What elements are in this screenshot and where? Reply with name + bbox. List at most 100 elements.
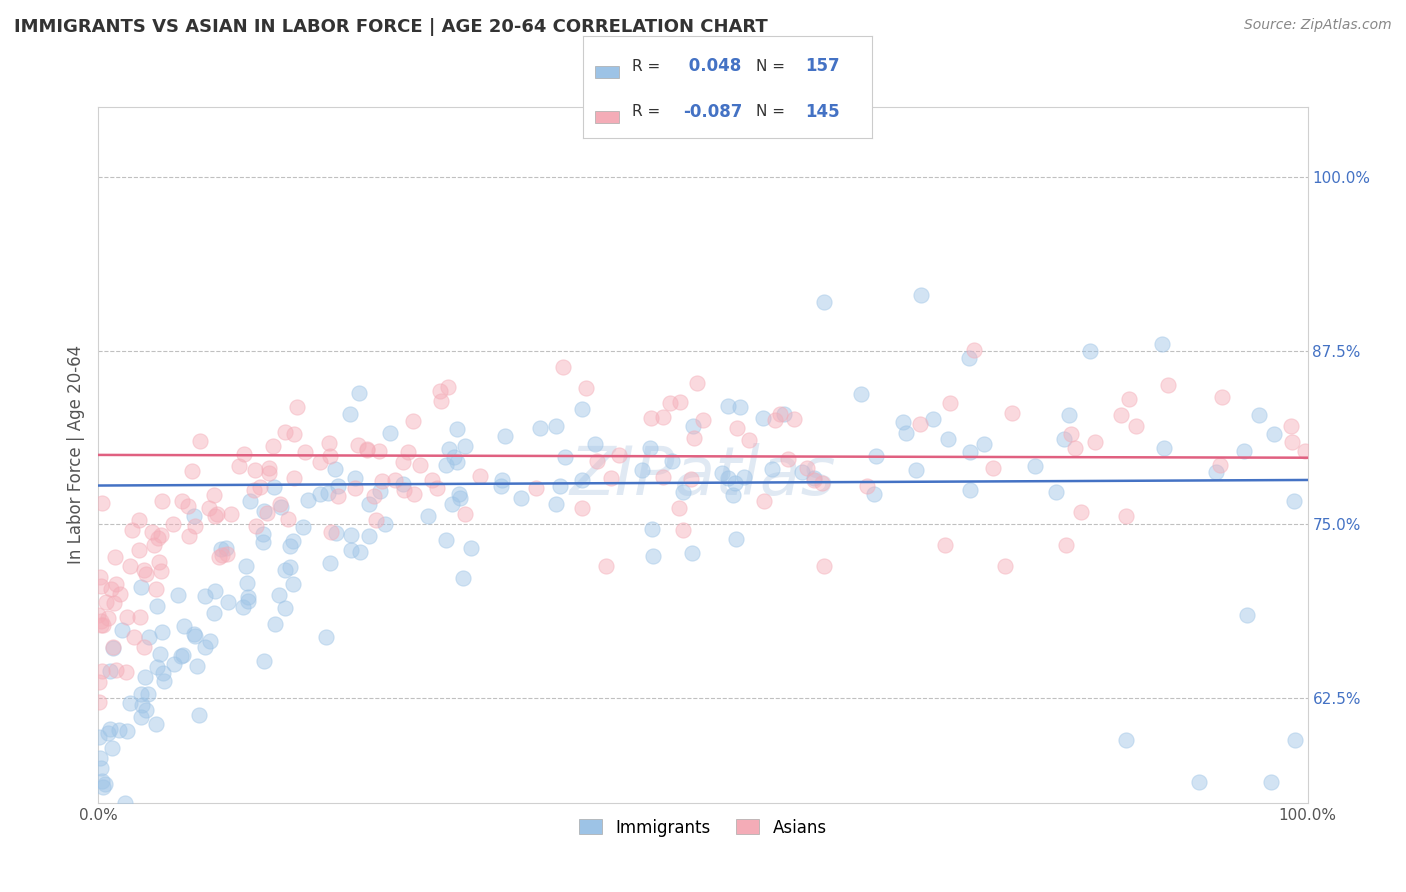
- Asians: [981, 461, 1004, 475]
- Immigrants: [368, 483, 391, 498]
- Asians: [813, 559, 835, 574]
- Asians: [105, 577, 128, 591]
- Asians: [274, 425, 297, 439]
- Immigrants: [446, 455, 468, 469]
- Asians: [574, 381, 596, 395]
- Immigrants: [114, 796, 136, 810]
- Asians: [1109, 408, 1132, 422]
- Immigrants: [217, 595, 239, 609]
- Asians: [402, 414, 425, 428]
- Asians: [103, 596, 125, 610]
- Asians: [599, 470, 621, 484]
- Asians: [1125, 418, 1147, 433]
- Asians: [143, 538, 166, 552]
- Asians: [132, 563, 155, 577]
- Immigrants: [316, 486, 339, 500]
- Immigrants: [167, 588, 190, 602]
- Immigrants: [1236, 607, 1258, 622]
- Immigrants: [672, 484, 695, 499]
- Immigrants: [292, 519, 315, 533]
- Immigrants: [378, 426, 401, 441]
- Immigrants: [146, 599, 169, 613]
- Immigrants: [638, 441, 661, 455]
- Asians: [1118, 392, 1140, 406]
- Asians: [371, 474, 394, 488]
- Immigrants: [340, 528, 363, 542]
- Asians: [90, 615, 112, 629]
- Immigrants: [813, 294, 835, 309]
- Immigrants: [236, 593, 259, 607]
- Immigrants: [865, 449, 887, 463]
- Immigrants: [936, 432, 959, 446]
- Immigrants: [263, 480, 285, 494]
- Immigrants: [90, 761, 112, 775]
- Asians: [1059, 427, 1081, 442]
- Immigrants: [357, 529, 380, 543]
- Asians: [686, 376, 709, 390]
- Asians: [121, 523, 143, 537]
- Immigrants: [98, 722, 121, 736]
- Asians: [1211, 390, 1233, 404]
- Asians: [658, 396, 681, 410]
- Asians: [763, 413, 786, 427]
- Asians: [172, 494, 194, 508]
- Asians: [243, 483, 266, 498]
- Asians: [783, 412, 806, 426]
- Immigrants: [434, 533, 457, 548]
- Asians: [811, 476, 834, 491]
- Asians: [366, 513, 388, 527]
- Immigrants: [184, 629, 207, 643]
- Asians: [551, 359, 574, 374]
- Immigrants: [252, 526, 274, 541]
- Immigrants: [239, 494, 262, 508]
- Asians: [104, 549, 127, 564]
- Immigrants: [145, 717, 167, 731]
- Asians: [232, 446, 254, 460]
- Asians: [595, 559, 617, 574]
- Immigrants: [682, 419, 704, 434]
- Immigrants: [98, 665, 121, 679]
- Asians: [585, 454, 607, 468]
- Asians: [1054, 538, 1077, 552]
- Immigrants: [544, 418, 567, 433]
- Immigrants: [163, 657, 186, 671]
- Asians: [420, 473, 443, 487]
- Immigrants: [297, 493, 319, 508]
- Bar: [595, 66, 620, 78]
- Asians: [651, 469, 673, 483]
- Text: N =: N =: [756, 104, 786, 120]
- Immigrants: [91, 780, 114, 795]
- Asians: [1070, 505, 1092, 519]
- Immigrants: [548, 479, 571, 493]
- Immigrants: [187, 708, 209, 723]
- Asians: [769, 407, 792, 421]
- Asians: [384, 473, 406, 487]
- Immigrants: [89, 750, 111, 764]
- Immigrants: [374, 517, 396, 532]
- Asians: [319, 524, 342, 539]
- Immigrants: [730, 401, 752, 415]
- Asians: [402, 487, 425, 501]
- Asians: [128, 513, 150, 527]
- Asians: [692, 413, 714, 427]
- Immigrants: [454, 439, 477, 453]
- Asians: [409, 458, 432, 473]
- Immigrants: [922, 412, 945, 426]
- Immigrants: [441, 497, 464, 511]
- Asians: [108, 587, 131, 601]
- Asians: [90, 664, 112, 678]
- Immigrants: [510, 491, 533, 506]
- Asians: [668, 501, 690, 516]
- Asians: [454, 507, 477, 521]
- Asians: [346, 438, 368, 452]
- Asians: [128, 542, 150, 557]
- Immigrants: [724, 533, 747, 547]
- Asians: [283, 426, 305, 441]
- Asians: [215, 547, 238, 561]
- Asians: [672, 523, 695, 537]
- Immigrants: [235, 559, 257, 574]
- Immigrants: [491, 473, 513, 487]
- Asians: [89, 695, 111, 709]
- Asians: [1281, 434, 1303, 449]
- Immigrants: [761, 462, 783, 476]
